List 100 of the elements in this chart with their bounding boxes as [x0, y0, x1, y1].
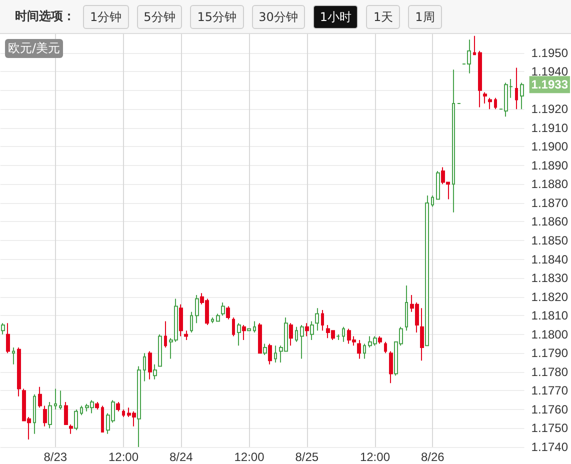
candlestick [420, 308, 424, 362]
candlestick [274, 345, 277, 364]
candlestick [342, 326, 345, 342]
candlestick [179, 304, 183, 337]
x-tick-label: 8/24 [169, 450, 194, 464]
period-button: 1小时 [312, 4, 358, 28]
candlestick [122, 408, 125, 418]
y-tick-label: 1.1800 [531, 327, 568, 342]
candlestick [237, 322, 241, 346]
y-tick-label: 1.1900 [531, 140, 568, 154]
candlestick [300, 324, 304, 360]
candlestick [6, 322, 10, 354]
period-button: 30分钟 [252, 4, 305, 28]
candlestick [247, 328, 251, 332]
candlestick [116, 401, 120, 412]
candlestick [473, 35, 476, 56]
candlestick [38, 386, 42, 408]
period-button: 15分钟 [190, 4, 244, 28]
candlestick [357, 339, 361, 360]
candlestick [315, 308, 319, 332]
candlestick [74, 408, 78, 431]
x-tick-label: 12:00 [360, 450, 390, 464]
x-tick-label: 12:00 [234, 450, 265, 464]
y-tick-label: 1.1870 [531, 196, 568, 210]
candlestick [12, 347, 15, 365]
candlestick [33, 394, 36, 434]
y-tick-label: 1.1820 [531, 290, 568, 304]
candlestick [436, 170, 440, 200]
candlestick [148, 350, 152, 380]
candlestick [295, 326, 298, 342]
y-tick-label: 1.1910 [531, 120, 568, 135]
y-tick-label: 1.1830 [531, 271, 568, 286]
candlestick [221, 302, 225, 316]
candlestick [494, 97, 497, 110]
candlestick [520, 82, 524, 110]
y-tick-label: 1.1890 [531, 158, 568, 172]
candlestick [321, 309, 324, 332]
text: 时间选项： [15, 8, 75, 25]
candlestick [48, 401, 52, 429]
period-button: 1周 [408, 4, 442, 28]
candlestick [488, 97, 492, 110]
x-tick-label: 8/23 [44, 450, 68, 464]
text: 1.1933 [531, 78, 568, 92]
candlestick [363, 343, 366, 360]
y-tick-label: 1.1840 [531, 252, 568, 266]
y-tick-label: 1.1760 [531, 402, 568, 416]
candlestick [69, 424, 73, 434]
candlestick [101, 405, 104, 432]
x-tick-label: 8/26 [420, 450, 445, 464]
candlestick [263, 343, 267, 356]
candlestick [232, 316, 235, 337]
y-tick-label: 1.1950 [531, 46, 568, 60]
y-tick-label: 1.1920 [531, 102, 568, 116]
candlestick [268, 343, 272, 365]
candlestick [54, 388, 57, 410]
candlestick [184, 330, 188, 340]
candlestick [384, 341, 387, 354]
candlestick [389, 350, 393, 384]
candlestick [310, 320, 314, 340]
y-tick-label: 1.1750 [531, 421, 568, 436]
y-tick-label: 1.1880 [531, 177, 568, 192]
candlestick [336, 334, 340, 340]
candlestick [258, 322, 262, 354]
candlestick [216, 313, 220, 322]
candlestick [425, 194, 429, 346]
y-tick-label: 1.1850 [531, 234, 568, 248]
candlestick [431, 194, 434, 208]
y-tick-label: 1.1940 [531, 64, 568, 79]
candlestick [137, 366, 141, 448]
x-tick-label: 12:00 [108, 450, 139, 464]
candlestick [143, 352, 146, 382]
candlestick [195, 294, 199, 324]
period-button: 5分钟 [136, 4, 182, 28]
candlestick [405, 285, 408, 332]
y-tick-label: 1.1740 [531, 440, 568, 454]
period-button: 1天 [366, 4, 400, 28]
candlestick [190, 311, 193, 333]
y-tick-label: 1.1770 [531, 384, 568, 398]
x-tick-label: 8/25 [295, 450, 319, 464]
candlestick [242, 324, 246, 340]
candlestick [211, 316, 214, 324]
candlestick [95, 401, 99, 410]
period-button: 1分钟 [83, 4, 129, 28]
candlestick [478, 50, 482, 108]
candlestick [253, 320, 256, 333]
candlestick [153, 364, 157, 380]
candlestick [64, 401, 68, 425]
y-tick-label: 1.1780 [531, 364, 568, 379]
candlestick [483, 92, 487, 104]
candlestick [59, 390, 62, 410]
y-tick-label: 1.1810 [531, 308, 568, 323]
y-tick-label: 1.1790 [531, 346, 568, 360]
text: 欧元/美元 [5, 39, 64, 58]
candlestick [164, 320, 167, 348]
candlestick [378, 336, 382, 344]
candlestick [452, 69, 455, 213]
candlestick [43, 405, 47, 427]
candlestick [226, 306, 230, 320]
y-tick-label: 1.1860 [531, 214, 568, 229]
candlestick [289, 322, 293, 346]
